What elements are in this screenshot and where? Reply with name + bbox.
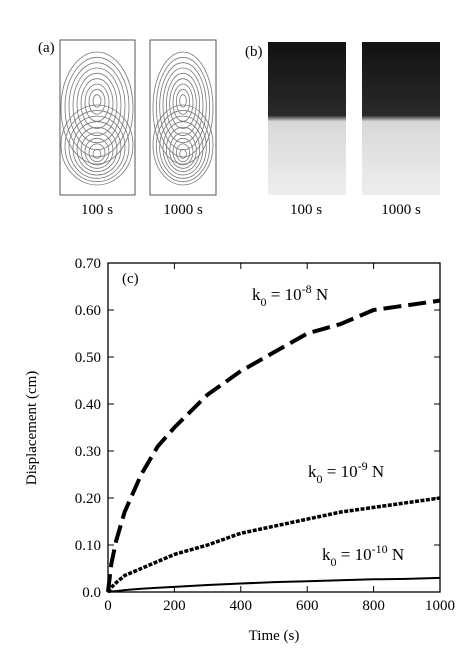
y-tick-label: 0.40 bbox=[75, 397, 101, 413]
series-line bbox=[107, 576, 441, 593]
panel-label: (b) bbox=[245, 44, 263, 60]
y-axis-label: Displacement (cm) bbox=[24, 371, 40, 486]
contour bbox=[165, 126, 201, 173]
caption: 1000 s bbox=[163, 202, 203, 218]
contour bbox=[159, 62, 207, 151]
curve-label: k0 = 10-8 N bbox=[252, 282, 328, 309]
contour bbox=[72, 121, 122, 176]
contour bbox=[72, 67, 122, 144]
y-tick-label: 0.0 bbox=[82, 585, 101, 601]
curve-label-part: N bbox=[312, 285, 329, 304]
curve-label-part: -10 bbox=[372, 542, 388, 556]
contour bbox=[92, 94, 102, 108]
y-tick-label: 0.20 bbox=[75, 491, 101, 507]
contour bbox=[60, 104, 134, 186]
contour bbox=[172, 137, 194, 166]
contour bbox=[76, 72, 118, 136]
curve-label-part: k bbox=[252, 285, 261, 304]
x-tick-label: 400 bbox=[230, 598, 253, 614]
caption: 1000 s bbox=[381, 202, 421, 218]
curve-label-part: N bbox=[368, 462, 385, 481]
curve-label: k0 = 10-10 N bbox=[322, 542, 404, 569]
panel-label: (a) bbox=[38, 40, 55, 56]
x-tick-label: 0 bbox=[104, 598, 112, 614]
series-line bbox=[106, 298, 441, 593]
contour bbox=[76, 126, 118, 173]
contour bbox=[155, 110, 211, 183]
curve-label-part: = 10 bbox=[337, 545, 372, 564]
contour bbox=[162, 121, 204, 176]
contour bbox=[88, 143, 106, 163]
panel-label: (c) bbox=[122, 271, 139, 287]
contour bbox=[88, 88, 106, 115]
y-tick-label: 0.10 bbox=[75, 538, 101, 554]
curve-label-part: -8 bbox=[302, 282, 312, 296]
curve-label-part: 0 bbox=[261, 295, 267, 309]
contour bbox=[64, 110, 130, 183]
contour bbox=[80, 78, 114, 129]
curve-label-part: = 10 bbox=[267, 285, 302, 304]
panel-a-images bbox=[59, 39, 217, 196]
contour bbox=[175, 88, 191, 115]
y-tick-label: 0.50 bbox=[75, 350, 101, 366]
curve-label-part: = 10 bbox=[323, 462, 358, 481]
y-tick-label: 0.30 bbox=[75, 444, 101, 460]
contour bbox=[165, 72, 201, 136]
caption: 100 s bbox=[290, 202, 322, 218]
curve-label-part: k bbox=[322, 545, 331, 564]
contour bbox=[152, 104, 214, 186]
series-line bbox=[106, 496, 441, 594]
contour bbox=[155, 56, 211, 158]
caption: 100 s bbox=[81, 202, 113, 218]
x-tick-label: 1000 bbox=[425, 598, 455, 614]
curve-label-part: -9 bbox=[358, 459, 368, 473]
contour bbox=[175, 143, 191, 163]
contour bbox=[84, 137, 110, 166]
curve-label: k0 = 10-9 N bbox=[308, 459, 384, 486]
curve-label-part: k bbox=[308, 462, 317, 481]
x-tick-label: 200 bbox=[163, 598, 186, 614]
y-tick-label: 0.70 bbox=[75, 256, 101, 272]
panel-b-images bbox=[268, 42, 440, 195]
contour bbox=[152, 51, 214, 165]
contour bbox=[68, 115, 126, 179]
y-tick-label: 0.60 bbox=[75, 303, 101, 319]
curve-label-part: 0 bbox=[331, 555, 337, 569]
contour bbox=[162, 67, 204, 144]
contour bbox=[68, 62, 126, 151]
contour bbox=[60, 51, 134, 165]
plot-frame bbox=[107, 262, 441, 593]
contour bbox=[169, 78, 197, 129]
curve-label-part: 0 bbox=[317, 472, 323, 486]
x-axis-label: Time (s) bbox=[249, 628, 300, 644]
contour bbox=[64, 56, 130, 158]
contour bbox=[159, 115, 207, 179]
x-tick-label: 800 bbox=[362, 598, 385, 614]
contour bbox=[179, 94, 187, 108]
x-tick-label: 600 bbox=[296, 598, 319, 614]
curve-label-part: N bbox=[388, 545, 405, 564]
